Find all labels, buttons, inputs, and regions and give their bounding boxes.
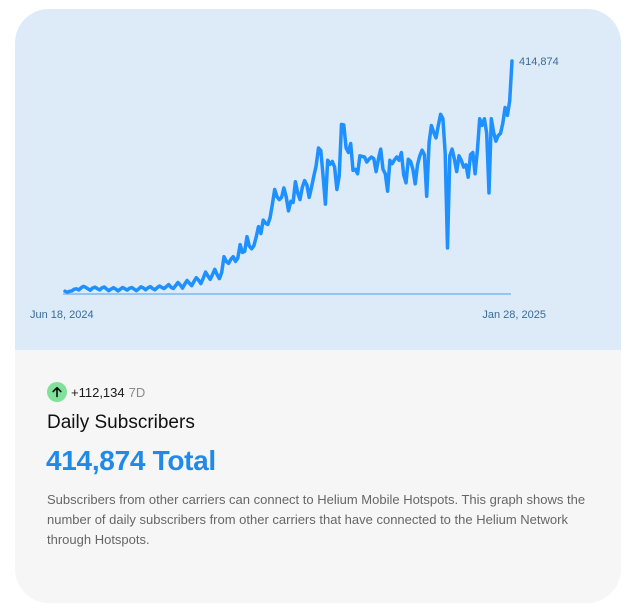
subscribers-card: 414,874 Jun 18, 2024 Jan 28, 2025 +112,1… (15, 9, 621, 603)
change-period: 7D (128, 384, 146, 400)
end-value-label: 414,874 (519, 56, 559, 68)
card-title: Daily Subscribers (47, 412, 195, 433)
arrow-up-icon (47, 382, 67, 402)
line-chart: 414,874 (63, 56, 559, 295)
chart-area: 414,874 Jun 18, 2024 Jan 28, 2025 (15, 9, 621, 350)
change-row: +112,134 7D (47, 382, 145, 402)
x-start-label: Jun 18, 2024 (30, 309, 94, 321)
x-end-label: Jan 28, 2025 (482, 309, 546, 321)
info-panel: +112,134 7D Daily Subscribers 414,874 To… (15, 350, 621, 603)
change-value: +112,134 (71, 384, 125, 400)
description: Subscribers from other carriers can conn… (47, 492, 586, 547)
series-line (63, 59, 514, 294)
total-value: 414,874 Total (46, 445, 216, 476)
